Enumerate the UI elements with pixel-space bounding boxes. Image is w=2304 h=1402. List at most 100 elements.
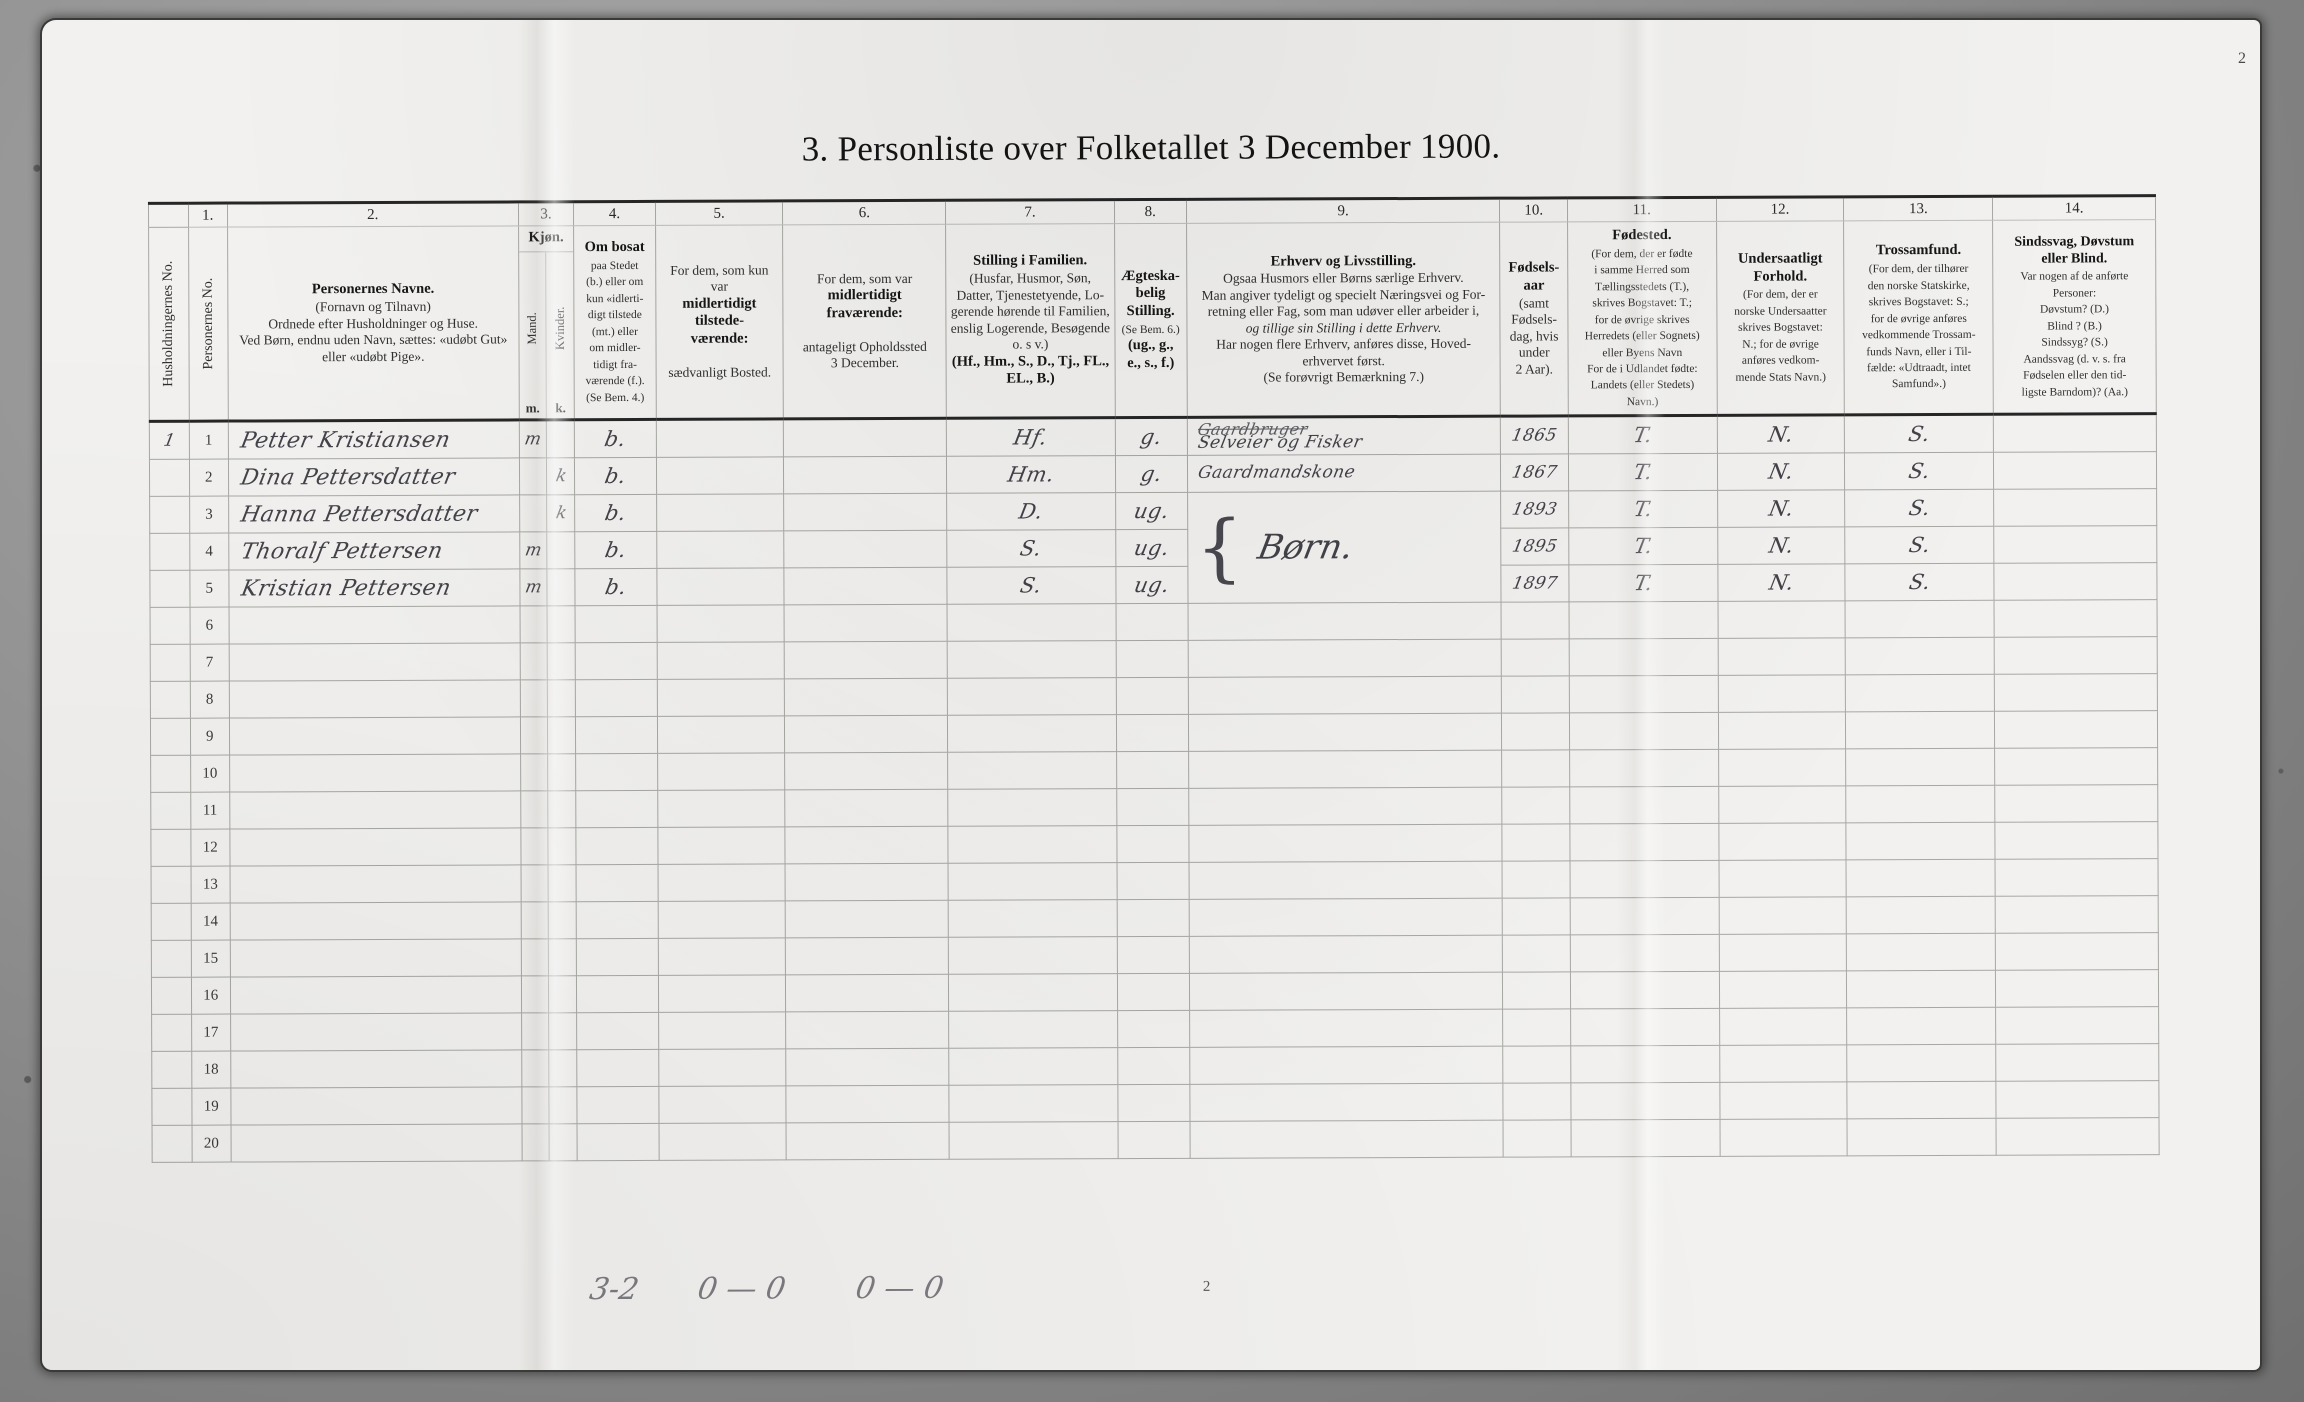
- cell-religion[interactable]: [1847, 1118, 1997, 1157]
- cell-family-position[interactable]: [949, 1085, 1118, 1123]
- cell-temp-absent[interactable]: [783, 418, 947, 458]
- cell-birth-year[interactable]: [1502, 898, 1571, 936]
- cell-occupation-children-bracket[interactable]: { Børn.: [1187, 491, 1502, 604]
- cell-residence[interactable]: b.: [574, 419, 657, 459]
- cell-birth-year[interactable]: [1502, 824, 1570, 862]
- cell-birthplace[interactable]: [1569, 786, 1719, 825]
- cell-sex-male[interactable]: m: [519, 569, 548, 607]
- cell-nationality[interactable]: [1719, 1082, 1848, 1120]
- cell-name[interactable]: Dina Pettersdatter: [228, 458, 520, 497]
- cell-sex-female[interactable]: [549, 1087, 578, 1125]
- cell-occupation[interactable]: [1189, 972, 1504, 1011]
- cell-sex-female[interactable]: [546, 420, 575, 459]
- cell-religion[interactable]: [1847, 1007, 1996, 1046]
- cell-family-position[interactable]: Hm.: [946, 456, 1116, 494]
- cell-disability[interactable]: [1996, 1081, 2160, 1119]
- cell-birth-year[interactable]: [1501, 639, 1570, 677]
- cell-family-position[interactable]: Hf.: [946, 418, 1116, 457]
- cell-name[interactable]: [229, 717, 521, 756]
- cell-residence[interactable]: [577, 1049, 659, 1088]
- cell-nationality[interactable]: [1719, 1119, 1848, 1157]
- cell-sex-female[interactable]: [548, 791, 577, 829]
- cell-temp-absent[interactable]: [785, 863, 949, 902]
- cell-temp-absent[interactable]: [786, 1085, 950, 1124]
- cell-disability[interactable]: [1995, 933, 2159, 971]
- cell-occupation[interactable]: Gaardmandskone: [1187, 454, 1502, 493]
- cell-residence[interactable]: b.: [575, 531, 657, 570]
- cell-name[interactable]: [229, 643, 520, 682]
- cell-residence[interactable]: [575, 642, 657, 681]
- cell-name[interactable]: [230, 1087, 522, 1126]
- cell-nationality[interactable]: N.: [1717, 490, 1846, 528]
- cell-marital[interactable]: [1116, 714, 1189, 753]
- cell-occupation[interactable]: [1188, 787, 1503, 826]
- cell-birthplace[interactable]: T.: [1568, 564, 1718, 603]
- cell-name[interactable]: Thoralf Pettersen: [228, 532, 520, 571]
- cell-nationality[interactable]: [1719, 1008, 1848, 1046]
- cell-residence[interactable]: [576, 1012, 659, 1051]
- cell-sex-female[interactable]: [549, 1013, 578, 1051]
- cell-marital[interactable]: [1116, 788, 1189, 827]
- cell-sex-male[interactable]: [520, 902, 549, 940]
- cell-temp-absent[interactable]: [786, 1122, 950, 1161]
- cell-disability[interactable]: [1995, 896, 2159, 934]
- cell-nationality[interactable]: [1718, 786, 1847, 824]
- cell-birth-year[interactable]: [1502, 861, 1571, 899]
- cell-temp-present[interactable]: [658, 1086, 787, 1124]
- cell-temp-present[interactable]: [656, 494, 785, 532]
- cell-nationality[interactable]: N.: [1717, 527, 1846, 565]
- cell-birth-year[interactable]: [1501, 602, 1570, 640]
- cell-name[interactable]: [229, 828, 521, 867]
- cell-nationality[interactable]: [1717, 601, 1846, 639]
- cell-temp-present[interactable]: [657, 864, 786, 902]
- cell-religion[interactable]: [1846, 822, 1996, 861]
- cell-temp-absent[interactable]: [784, 641, 948, 680]
- cell-occupation[interactable]: [1187, 602, 1502, 641]
- cell-birth-year[interactable]: [1503, 1083, 1571, 1121]
- cell-temp-present[interactable]: [657, 901, 786, 939]
- cell-birthplace[interactable]: [1569, 823, 1719, 862]
- cell-birthplace[interactable]: T.: [1568, 490, 1718, 529]
- cell-family-position[interactable]: D.: [946, 493, 1116, 531]
- cell-temp-present[interactable]: [657, 753, 786, 791]
- cell-temp-present[interactable]: [656, 605, 785, 643]
- cell-birth-year[interactable]: 1865: [1500, 416, 1569, 455]
- cell-sex-male[interactable]: [520, 939, 549, 977]
- cell-birth-year[interactable]: [1502, 787, 1570, 825]
- cell-religion[interactable]: S.: [1844, 452, 1994, 491]
- cell-disability[interactable]: [1994, 785, 2158, 823]
- cell-temp-absent[interactable]: [785, 974, 949, 1013]
- cell-temp-absent[interactable]: [786, 1048, 950, 1087]
- cell-marital[interactable]: [1116, 862, 1189, 901]
- cell-temp-absent[interactable]: [785, 937, 949, 976]
- cell-nationality[interactable]: [1718, 749, 1847, 787]
- cell-nationality[interactable]: N.: [1716, 415, 1845, 454]
- cell-occupation[interactable]: [1188, 750, 1503, 789]
- cell-disability[interactable]: [1995, 1044, 2159, 1082]
- cell-religion[interactable]: S.: [1845, 563, 1995, 602]
- cell-sex-female[interactable]: [547, 606, 576, 644]
- cell-sex-male[interactable]: [521, 1087, 550, 1125]
- cell-marital[interactable]: ug.: [1115, 529, 1188, 568]
- cell-temp-present[interactable]: [658, 1049, 787, 1087]
- cell-nationality[interactable]: [1719, 971, 1848, 1009]
- cell-sex-male[interactable]: [521, 1013, 550, 1051]
- cell-family-position[interactable]: [948, 863, 1117, 901]
- cell-disability[interactable]: [1994, 637, 2158, 675]
- cell-marital[interactable]: [1117, 1084, 1190, 1123]
- cell-disability[interactable]: [1995, 1007, 2159, 1045]
- cell-disability[interactable]: [1995, 970, 2159, 1008]
- cell-marital[interactable]: g.: [1115, 455, 1188, 494]
- cell-residence[interactable]: [576, 790, 658, 829]
- cell-sex-male[interactable]: [520, 828, 549, 866]
- cell-sex-female[interactable]: k: [547, 495, 576, 533]
- cell-birth-year[interactable]: [1503, 1009, 1571, 1047]
- cell-temp-present[interactable]: [658, 975, 787, 1013]
- cell-family-position[interactable]: [948, 1048, 1118, 1086]
- cell-occupation[interactable]: Gaardbruger Selveier og Fisker: [1187, 416, 1501, 456]
- cell-temp-present[interactable]: [657, 790, 786, 828]
- cell-nationality[interactable]: [1718, 712, 1847, 750]
- cell-nationality[interactable]: [1719, 1045, 1848, 1083]
- cell-name[interactable]: [230, 902, 521, 941]
- cell-disability[interactable]: [1995, 859, 2159, 897]
